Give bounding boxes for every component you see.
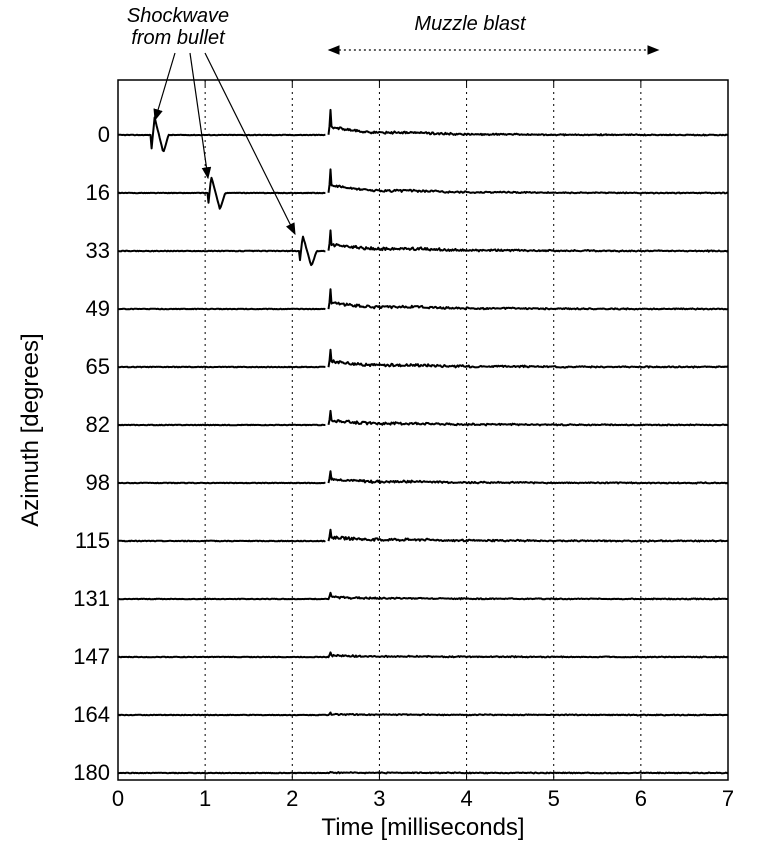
muzzle-blast-label: Muzzle blast	[414, 13, 527, 35]
ytick-label-147: 147	[73, 644, 110, 669]
x-axis-label: Time [milliseconds]	[321, 814, 524, 841]
ytick-label-82: 82	[86, 412, 110, 437]
ytick-label-0: 0	[98, 122, 110, 147]
trace-az-180	[118, 772, 728, 774]
ytick-label-65: 65	[86, 354, 110, 379]
ytick-label-16: 16	[86, 180, 110, 205]
xtick-label-3: 3	[373, 786, 385, 811]
ytick-label-131: 131	[73, 586, 110, 611]
ytick-label-164: 164	[73, 702, 110, 727]
shockwave-label-line2: from bullet	[131, 27, 226, 49]
xtick-label-4: 4	[460, 786, 472, 811]
waveform-stack-chart: 016334965829811513114716418001234567Time…	[0, 0, 770, 849]
ytick-label-115: 115	[75, 528, 110, 553]
ytick-label-98: 98	[86, 470, 110, 495]
ytick-label-180: 180	[73, 760, 110, 785]
xtick-label-6: 6	[635, 786, 647, 811]
y-axis-label: Azimuth [degrees]	[17, 333, 44, 526]
ytick-label-33: 33	[86, 238, 110, 263]
xtick-label-1: 1	[199, 786, 211, 811]
xtick-label-0: 0	[112, 786, 124, 811]
xtick-label-5: 5	[548, 786, 560, 811]
xtick-label-7: 7	[722, 786, 734, 811]
ytick-label-49: 49	[86, 296, 110, 321]
xtick-label-2: 2	[286, 786, 298, 811]
shockwave-label-line1: Shockwave	[127, 5, 229, 27]
